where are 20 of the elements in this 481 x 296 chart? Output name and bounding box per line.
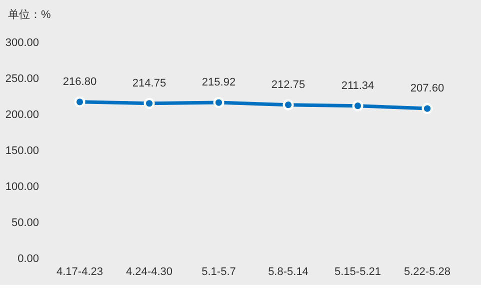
y-tick-label: 100.00 [5, 181, 39, 193]
x-tick-label: 5.8-5.14 [268, 266, 308, 278]
data-label: 215.92 [202, 76, 236, 89]
x-tick-label: 4.17-4.23 [56, 266, 103, 278]
y-tick-label: 200.00 [5, 109, 39, 121]
data-label: 211.34 [341, 80, 374, 92]
y-tick-label: 0.00 [18, 253, 39, 265]
data-label: 207.60 [410, 82, 444, 95]
data-label: 216.80 [62, 76, 97, 88]
data-label: 214.75 [132, 77, 166, 90]
y-tick-label: 150.00 [5, 145, 39, 157]
x-tick-label: 5.1-5.7 [202, 266, 236, 278]
data-label: 212.75 [271, 78, 306, 91]
y-axis-title: 单位：% [8, 8, 51, 21]
y-tick-label: 50.00 [11, 217, 39, 229]
y-tick-label: 250.00 [5, 73, 39, 85]
x-tick-label: 5.15-5.21 [334, 266, 381, 278]
x-tick-label: 5.22-5.28 [404, 266, 450, 278]
y-tick-label: 300.00 [5, 37, 39, 49]
x-tick-label: 4.24-4.30 [126, 266, 172, 278]
